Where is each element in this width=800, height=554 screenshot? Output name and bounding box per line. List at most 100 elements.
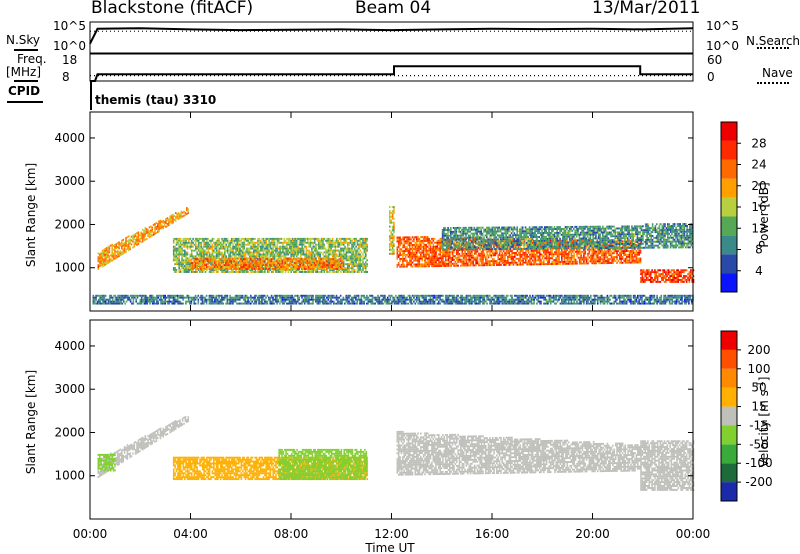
- heatmap-cell: [362, 269, 364, 271]
- heatmap-cell: [452, 246, 455, 249]
- heatmap-cell: [305, 268, 307, 270]
- heatmap-cell: [351, 267, 353, 270]
- heatmap-cell: [227, 258, 230, 261]
- heatmap-cell: [480, 258, 483, 261]
- heatmap-cell: [349, 241, 352, 244]
- heatmap-cell: [272, 271, 274, 273]
- heatmap-cell: [118, 251, 120, 254]
- heatmap-cell: [461, 253, 464, 255]
- heatmap-cell: [426, 265, 429, 268]
- heatmap-cell: [159, 225, 162, 228]
- heatmap-cell: [344, 255, 346, 258]
- heatmap-cell: [137, 233, 140, 236]
- heatmap-cell: [118, 253, 120, 256]
- heatmap-cell: [254, 255, 256, 258]
- heatmap-cell: [454, 257, 457, 259]
- heatmap-cell: [229, 261, 232, 264]
- heatmap-cell: [531, 249, 534, 252]
- heatmap-cell: [265, 268, 267, 270]
- heatmap-cell: [114, 247, 116, 250]
- heatmap-cell: [302, 243, 305, 246]
- heatmap-cell: [389, 235, 391, 238]
- heatmap-cell: [184, 253, 186, 256]
- heatmap-cell: [393, 252, 395, 255]
- heatmap-cell: [139, 234, 141, 237]
- heatmap-cell: [596, 250, 599, 253]
- heatmap-cell: [587, 248, 589, 251]
- heatmap-cell: [276, 247, 279, 250]
- heatmap-cell: [311, 249, 313, 252]
- heatmap-cell: [311, 241, 313, 244]
- heatmap-cell: [307, 253, 309, 256]
- heatmap-cell: [169, 221, 171, 224]
- heatmap-cell: [182, 263, 185, 266]
- heatmap-cell: [522, 253, 524, 256]
- heatmap-cell: [265, 255, 268, 258]
- heatmap-cell: [296, 260, 299, 263]
- heatmap-cell: [186, 253, 189, 256]
- heatmap-cell: [608, 262, 610, 264]
- heatmap-cell: [590, 248, 592, 251]
- heatmap-cell: [340, 255, 342, 258]
- heatmap-cell: [422, 249, 425, 252]
- heatmap-cell: [119, 252, 122, 255]
- heatmap-cell: [141, 240, 144, 243]
- heatmap-cell: [246, 247, 248, 250]
- heatmap-cell: [184, 249, 186, 252]
- heatmap-cell: [277, 262, 280, 265]
- heatmap-cell: [413, 238, 415, 241]
- heatmap-cell: [572, 241, 574, 244]
- heatmap-cell: [298, 239, 301, 242]
- heatmap-cell: [240, 241, 243, 244]
- heatmap-cell: [595, 254, 598, 257]
- heatmap-cell: [473, 264, 476, 267]
- heatmap-cell: [331, 271, 334, 273]
- heatmap-cell: [406, 246, 408, 249]
- heatmap-cell: [630, 261, 632, 264]
- heatmap-cell: [431, 249, 433, 252]
- heatmap-cell: [198, 268, 201, 270]
- heatmap-cell: [305, 258, 307, 261]
- heatmap-cell: [411, 257, 414, 260]
- heatmap-cell: [436, 257, 439, 260]
- heatmap-cell: [424, 265, 426, 268]
- heatmap-cell: [308, 237, 310, 240]
- heatmap-cell: [190, 239, 193, 242]
- heatmap-cell: [319, 264, 321, 267]
- heatmap-cell: [400, 250, 403, 253]
- heatmap-cell: [224, 237, 226, 240]
- heatmap-cell: [326, 239, 328, 242]
- heatmap-cell: [248, 268, 251, 270]
- heatmap-cell: [409, 236, 411, 239]
- heatmap-cell: [312, 268, 314, 270]
- heatmap-cell: [157, 227, 159, 230]
- heatmap-cell: [561, 255, 563, 258]
- heatmap-cell: [255, 257, 258, 260]
- heatmap-cell: [410, 255, 412, 258]
- heatmap-cell: [485, 262, 487, 265]
- heatmap-cell: [111, 249, 113, 252]
- heatmap-cell: [196, 253, 198, 256]
- heatmap-cell: [315, 261, 317, 264]
- heatmap-cell: [403, 244, 405, 247]
- heatmap-cell: [186, 263, 189, 266]
- freq-series-line: [90, 65, 693, 82]
- heatmap-cell: [196, 260, 198, 263]
- heatmap-cell: [259, 268, 262, 270]
- heatmap-cell: [541, 243, 544, 246]
- heatmap-cell: [248, 260, 251, 263]
- heatmap-cell: [511, 240, 513, 243]
- heatmap-cell: [283, 266, 285, 268]
- heatmap-cell: [425, 240, 428, 242]
- heatmap-cell: [322, 241, 324, 244]
- heatmap-cell: [356, 265, 359, 268]
- heatmap-cell: [276, 260, 278, 263]
- heatmap-cell: [331, 264, 334, 267]
- heatmap-cell: [455, 238, 458, 241]
- heatmap-cell: [277, 253, 280, 256]
- heatmap-cell: [280, 266, 282, 268]
- heatmap-cell: [455, 251, 458, 254]
- heatmap-cell: [151, 226, 153, 229]
- heatmap-cell: [132, 238, 134, 241]
- heatmap-cell: [616, 252, 618, 255]
